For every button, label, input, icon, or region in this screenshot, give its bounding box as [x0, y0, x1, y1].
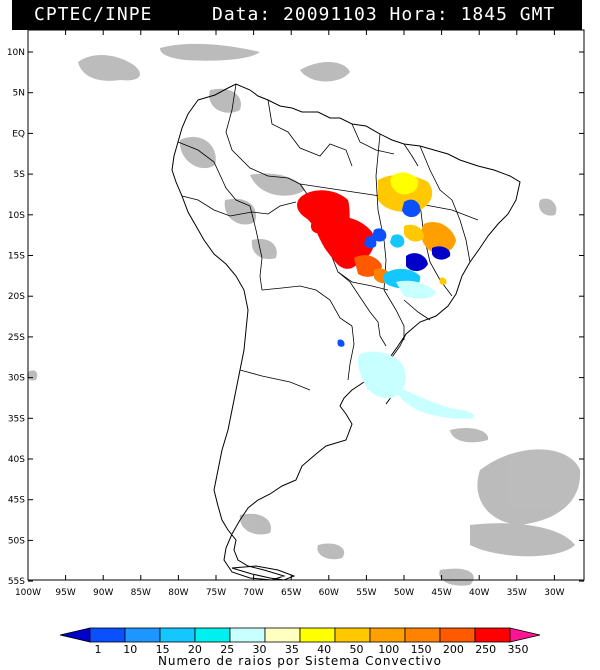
lat-label: 10S [8, 211, 25, 221]
lat-label: 55S [8, 577, 25, 587]
legend-value-label: 150 [411, 643, 432, 656]
legend-value-label: 1 [95, 643, 102, 656]
latitude-axis: 10N 5N EQ 5S 10S 15S 20S 25S 30S 35S 40S 45S 50S 55S [7, 48, 584, 587]
lat-label: 50S [8, 536, 25, 546]
legend-color-swatch [299, 627, 336, 643]
lon-label: 95W [55, 588, 75, 598]
satellite-cloud-layer [27, 43, 581, 586]
lon-label: 100W [15, 588, 41, 598]
continent-outline [171, 83, 521, 581]
lat-label: 35S [8, 414, 25, 424]
lon-label: 45W [431, 588, 451, 598]
legend-caption: Numero de raios por Sistema Convectivo [157, 654, 443, 668]
legend-color-swatch [509, 627, 541, 643]
legend-color-swatch [124, 627, 161, 643]
lon-label: 50W [394, 588, 414, 598]
lon-label: 75W [206, 588, 226, 598]
legend-value-label: 200 [443, 643, 464, 656]
lat-label: 15S [8, 252, 25, 262]
lat-label: 5S [14, 170, 26, 180]
legend-color-swatch [439, 627, 476, 643]
legend-value-label: 100 [378, 643, 399, 656]
lat-label: 25S [8, 333, 25, 343]
legend-value-label: 250 [475, 643, 496, 656]
lat-label: 20S [8, 292, 25, 302]
legend-value-label: 20 [188, 643, 202, 656]
legend-value-label: 50 [349, 643, 363, 656]
legend-color-swatch [334, 627, 371, 643]
lat-label: EQ [12, 129, 25, 139]
lon-label: 30W [544, 588, 564, 598]
lat-label: 40S [8, 455, 25, 465]
map-frame [27, 29, 585, 581]
country-borders [177, 83, 479, 391]
longitude-axis: 100W 95W 90W 85W 80W 75W 70W 65W 60W 55W 50W 45W 40W… [15, 30, 565, 598]
legend-value-label: 15 [156, 643, 170, 656]
legend-color-swatch [194, 627, 231, 643]
legend-value-label: 25 [220, 643, 234, 656]
lon-label: 65W [281, 588, 301, 598]
legend-color-swatch [59, 627, 91, 643]
lon-label: 60W [319, 588, 339, 598]
lon-label: 80W [168, 588, 188, 598]
lon-label: 85W [131, 588, 151, 598]
source-label: CPTEC/INPE [34, 4, 153, 25]
legend-color-swatch [404, 627, 441, 643]
lon-label: 35W [507, 588, 527, 598]
lat-label: 10N [7, 48, 25, 58]
lat-label: 45S [8, 496, 25, 506]
legend-color-swatch [89, 627, 126, 643]
legend-color-swatch [474, 627, 511, 643]
lon-label: 55W [356, 588, 376, 598]
legend-color-swatch [369, 627, 406, 643]
legend-color-swatch [229, 627, 266, 643]
legend-color-swatch [159, 627, 196, 643]
title-bar: CPTEC/INPE Data: 20091103 Hora: 1845 GMT [12, 0, 582, 30]
lon-label: 40W [469, 588, 489, 598]
legend-value-label: 40 [317, 643, 331, 656]
lat-label: 5N [13, 89, 25, 99]
legend-value-label: 35 [285, 643, 299, 656]
lat-label: 30S [8, 374, 25, 384]
color-legend: 1 10 15 20 25 30 35 40 50 100 150 200 250 350 [59, 627, 541, 656]
lightning-cells-layer [297, 172, 475, 419]
legend-value-label: 350 [508, 643, 529, 656]
legend-color-swatch [264, 627, 301, 643]
legend-value-label: 30 [253, 643, 267, 656]
lon-label: 90W [93, 588, 113, 598]
legend-value-label: 10 [123, 643, 137, 656]
timestamp-label: Data: 20091103 Hora: 1845 GMT [212, 4, 556, 25]
lon-label: 70W [243, 588, 263, 598]
